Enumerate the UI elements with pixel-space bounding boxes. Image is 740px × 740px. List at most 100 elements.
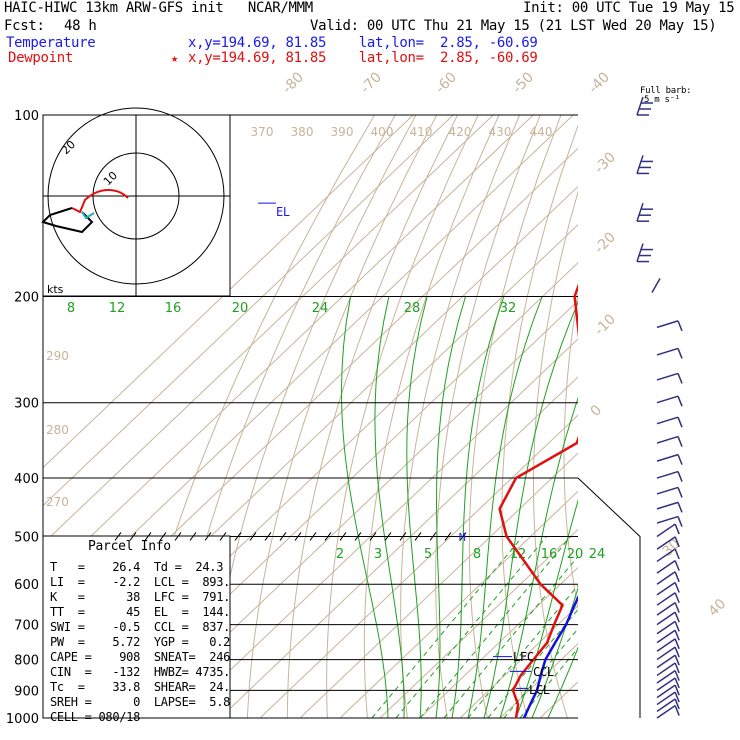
barb-staff: [656, 592, 676, 606]
isotherm-label: -70: [358, 69, 385, 96]
dewpoint-star-icon: ★: [171, 51, 178, 65]
freezing-hash: [114, 532, 122, 541]
barb-flag: [677, 416, 683, 428]
freezing-hash: [369, 532, 377, 541]
hodograph-unit-label: kts: [47, 283, 64, 296]
barb-flag: [674, 629, 680, 641]
pressure-tick-label: 100: [14, 109, 39, 124]
moist-adiabat-line: [547, 646, 578, 719]
barb-flag: [677, 471, 683, 482]
pressure-tick-label: 900: [14, 684, 39, 699]
theta-label: 420: [449, 125, 472, 139]
freezing-hash: [264, 532, 272, 541]
barb-staff: [636, 96, 644, 116]
barb-staff: [656, 662, 676, 677]
barb-flag: [674, 548, 680, 560]
wind-barb: [656, 395, 683, 407]
parcel-info-row: SWI = -0.5 CCL = 837.: [50, 620, 231, 634]
mixing-ratio-line: [419, 536, 571, 719]
wind-barb: [636, 202, 653, 222]
wind-barb: [656, 548, 680, 563]
dry-adiabat-line: [363, 115, 500, 719]
wind-barb: [656, 602, 680, 616]
pressure-tick-label: 200: [14, 291, 39, 306]
wind-barb: [656, 560, 680, 574]
theta-label: 430: [489, 125, 512, 139]
mixing-ratio-label: 20: [567, 547, 584, 562]
wind-barb: [656, 486, 683, 498]
barb-staff: [656, 620, 676, 635]
parcel-info-row: CELL = 080/18: [50, 710, 141, 724]
barb-flag: [677, 348, 683, 359]
wind-barb: [656, 684, 680, 699]
isotherm-line: [660, 115, 740, 718]
barb-flag: [677, 502, 683, 513]
barb-flag: [674, 602, 680, 613]
barb-flag: [674, 684, 680, 696]
isotherm-label: -40: [586, 69, 613, 96]
isotherm-label: -80: [280, 69, 307, 96]
freezing-hash: [444, 532, 452, 541]
mixing-ratio-label: 28: [404, 301, 421, 316]
barb-staff: [656, 684, 676, 699]
isotherm-line: [379, 528, 578, 719]
fcst-value: 48 h: [64, 18, 97, 34]
dry-adiabat-line: [501, 124, 578, 719]
barb-staff: [636, 243, 644, 262]
barb-staff: [656, 629, 676, 644]
freezing-hash: [339, 532, 347, 541]
wind-barb: [656, 320, 683, 332]
lcl-marker: LCL: [529, 683, 550, 697]
pressure-tick-label: 800: [14, 654, 39, 669]
barb-staff: [656, 581, 676, 596]
wind-barb: [636, 243, 653, 263]
isotherm-label: -60: [433, 69, 460, 96]
dry-adiabat-line: [435, 115, 541, 719]
mixing-ratio-line: [467, 584, 578, 719]
freezing-hash: [429, 532, 437, 541]
dry-adiabat-line: [286, 115, 458, 718]
wind-barb: [656, 629, 680, 644]
wind-barb: [636, 96, 653, 116]
mixing-ratio-label: 2: [336, 547, 344, 562]
barb-flag: [677, 487, 683, 498]
mixing-ratio-label: 8: [473, 547, 481, 562]
barb-flag: [674, 523, 680, 535]
dry-adiabat-line: [206, 115, 417, 719]
freezing-hash: [294, 532, 302, 541]
hodograph-trace: [71, 189, 129, 214]
moist-adiabat-line: [531, 586, 578, 719]
barb-flag: [674, 621, 680, 632]
barb-staff: [656, 704, 676, 719]
dry-adiabat-line: [677, 115, 740, 718]
theta-label: 390: [331, 125, 354, 139]
wind-barb: [656, 691, 680, 706]
barb-staff: [656, 602, 676, 616]
freezing-hash: [219, 532, 227, 541]
parcel-info-row: TT = 45 EL = 144.: [50, 605, 231, 619]
barb-staff: [656, 654, 676, 669]
barb-flag: [677, 454, 683, 465]
dry-adiabat-line: [704, 115, 740, 718]
isotherm-line: [43, 115, 494, 545]
isotherm-line: [43, 115, 534, 583]
parcel-info-row: Tc = 33.8 SHEAR= 24.: [50, 680, 231, 694]
wind-barb: [656, 638, 680, 652]
isotherm-line: [43, 115, 414, 469]
barb-flag: [677, 516, 683, 527]
mixing-ratio-label: 3: [374, 547, 382, 562]
freezing-hash: [459, 532, 467, 541]
isotherm-label: -50: [510, 69, 537, 96]
barb-flag: [674, 611, 680, 623]
wind-barb: [656, 611, 680, 626]
barb-staff: [656, 501, 679, 510]
freezing-hash: [234, 532, 242, 541]
barb-staff: [656, 669, 676, 684]
wind-barb: [656, 704, 680, 719]
barb-staff: [656, 691, 676, 706]
barb-staff: [656, 638, 676, 652]
isotherm-line: [219, 376, 578, 719]
mixing-ratio-label: 8: [67, 301, 75, 316]
mixing-ratio-label: 20: [232, 301, 249, 316]
